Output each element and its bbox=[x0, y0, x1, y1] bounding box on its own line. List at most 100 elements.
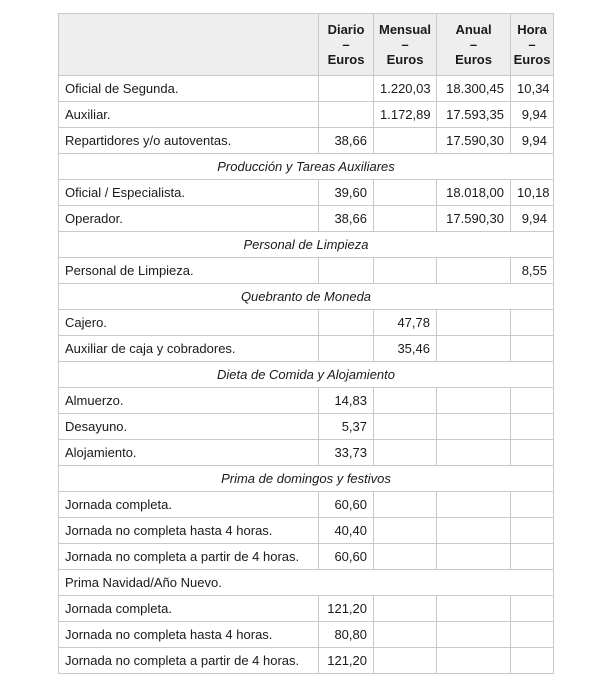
cell-anual: 17.593,35 bbox=[436, 101, 511, 128]
table-row: Jornada no completa a partir de 4 horas.… bbox=[58, 647, 554, 674]
cell-mensual: 35,46 bbox=[373, 335, 437, 362]
row-label: Oficial / Especialista. bbox=[58, 179, 319, 206]
cell-anual bbox=[436, 543, 511, 570]
cell-mensual bbox=[373, 621, 437, 648]
section-title: Prima de domingos y festivos bbox=[58, 465, 554, 492]
cell-diario: 33,73 bbox=[318, 439, 374, 466]
section-row: Producción y Tareas Auxiliares bbox=[58, 153, 554, 180]
cell-hora: 10,34 bbox=[510, 75, 554, 102]
row-label: Personal de Limpieza. bbox=[58, 257, 319, 284]
cell-anual bbox=[436, 491, 511, 518]
cell-diario: 121,20 bbox=[318, 647, 374, 674]
col-header-mensual-unit: Euros bbox=[386, 52, 424, 67]
table-row: Oficial / Especialista. 39,60 18.018,00 … bbox=[58, 179, 554, 206]
cell-hora: 9,94 bbox=[510, 205, 554, 232]
cell-diario: 14,83 bbox=[318, 387, 374, 414]
table-row: Jornada no completa hasta 4 horas. 80,80 bbox=[58, 621, 554, 648]
table-row: Almuerzo. 14,83 bbox=[58, 387, 554, 414]
col-header-anual-name: Anual bbox=[455, 22, 492, 37]
row-label: Jornada no completa a partir de 4 horas. bbox=[58, 647, 319, 674]
cell-hora bbox=[510, 647, 554, 674]
subheading-title: Prima Navidad/Año Nuevo. bbox=[58, 569, 554, 596]
section-title: Producción y Tareas Auxiliares bbox=[58, 153, 554, 180]
cell-hora: 9,94 bbox=[510, 101, 554, 128]
table-row: Desayuno. 5,37 bbox=[58, 413, 554, 440]
cell-anual bbox=[436, 309, 511, 336]
cell-diario: 39,60 bbox=[318, 179, 374, 206]
row-label: Desayuno. bbox=[58, 413, 319, 440]
row-label: Jornada completa. bbox=[58, 595, 319, 622]
cell-diario: 60,60 bbox=[318, 491, 374, 518]
cell-hora bbox=[510, 387, 554, 414]
table-row: Personal de Limpieza. 8,55 bbox=[58, 257, 554, 284]
cell-mensual bbox=[373, 439, 437, 466]
cell-diario bbox=[318, 257, 374, 284]
cell-mensual: 1.172,89 bbox=[373, 101, 437, 128]
col-header-hora-name: Hora bbox=[517, 22, 547, 37]
col-header-hora-dash: – bbox=[528, 37, 536, 52]
table-row: Jornada completa. 121,20 bbox=[58, 595, 554, 622]
cell-mensual bbox=[373, 127, 437, 154]
row-label: Jornada no completa a partir de 4 horas. bbox=[58, 543, 319, 570]
row-label: Cajero. bbox=[58, 309, 319, 336]
cell-anual: 17.590,30 bbox=[436, 127, 511, 154]
table-row: Jornada completa. 60,60 bbox=[58, 491, 554, 518]
cell-hora bbox=[510, 413, 554, 440]
cell-diario: 38,66 bbox=[318, 205, 374, 232]
cell-diario bbox=[318, 75, 374, 102]
cell-mensual bbox=[373, 647, 437, 674]
cell-diario bbox=[318, 309, 374, 336]
row-label: Oficial de Segunda. bbox=[58, 75, 319, 102]
cell-hora bbox=[510, 439, 554, 466]
col-header-diario-unit: Euros bbox=[327, 52, 365, 67]
table-row: Jornada no completa hasta 4 horas. 40,40 bbox=[58, 517, 554, 544]
cell-diario bbox=[318, 335, 374, 362]
row-label: Auxiliar. bbox=[58, 101, 319, 128]
row-label: Operador. bbox=[58, 205, 319, 232]
cell-mensual: 47,78 bbox=[373, 309, 437, 336]
salary-table: Diario – Euros Mensual – Euros Anual – E… bbox=[58, 13, 554, 674]
cell-hora bbox=[510, 309, 554, 336]
col-header-mensual: Mensual – Euros bbox=[373, 13, 437, 76]
section-title: Personal de Limpieza bbox=[58, 231, 554, 258]
cell-diario: 60,60 bbox=[318, 543, 374, 570]
col-header-mensual-name: Mensual bbox=[378, 22, 431, 37]
cell-anual bbox=[436, 517, 511, 544]
cell-anual bbox=[436, 335, 511, 362]
col-header-anual: Anual – Euros bbox=[436, 13, 511, 76]
cell-mensual bbox=[373, 205, 437, 232]
cell-hora: 8,55 bbox=[510, 257, 554, 284]
cell-anual bbox=[436, 621, 511, 648]
col-header-hora-unit: Euros bbox=[513, 52, 551, 67]
section-row: Quebranto de Moneda bbox=[58, 283, 554, 310]
subheading-row: Prima Navidad/Año Nuevo. bbox=[58, 569, 554, 596]
col-header-diario-name: Diario bbox=[327, 22, 365, 37]
col-header-anual-dash: – bbox=[469, 37, 478, 52]
cell-mensual bbox=[373, 257, 437, 284]
cell-diario: 5,37 bbox=[318, 413, 374, 440]
cell-hora: 9,94 bbox=[510, 127, 554, 154]
table-row: Auxiliar. 1.172,89 17.593,35 9,94 bbox=[58, 101, 554, 128]
cell-hora bbox=[510, 543, 554, 570]
row-label: Jornada no completa hasta 4 horas. bbox=[58, 517, 319, 544]
corner-cell bbox=[58, 13, 319, 76]
cell-mensual bbox=[373, 491, 437, 518]
table-row: Cajero. 47,78 bbox=[58, 309, 554, 336]
cell-anual bbox=[436, 647, 511, 674]
row-label: Jornada no completa hasta 4 horas. bbox=[58, 621, 319, 648]
cell-anual: 18.300,45 bbox=[436, 75, 511, 102]
col-header-diario: Diario – Euros bbox=[318, 13, 374, 76]
col-header-mensual-dash: – bbox=[401, 37, 409, 52]
table-row: Operador. 38,66 17.590,30 9,94 bbox=[58, 205, 554, 232]
section-row: Prima de domingos y festivos bbox=[58, 465, 554, 492]
header-row: Diario – Euros Mensual – Euros Anual – E… bbox=[58, 13, 554, 76]
col-header-diario-dash: – bbox=[342, 37, 350, 52]
cell-diario: 80,80 bbox=[318, 621, 374, 648]
cell-mensual bbox=[373, 387, 437, 414]
cell-hora: 10,18 bbox=[510, 179, 554, 206]
section-title: Dieta de Comida y Alojamiento bbox=[58, 361, 554, 388]
cell-diario: 38,66 bbox=[318, 127, 374, 154]
cell-mensual bbox=[373, 595, 437, 622]
cell-anual bbox=[436, 413, 511, 440]
table-row: Auxiliar de caja y cobradores. 35,46 bbox=[58, 335, 554, 362]
